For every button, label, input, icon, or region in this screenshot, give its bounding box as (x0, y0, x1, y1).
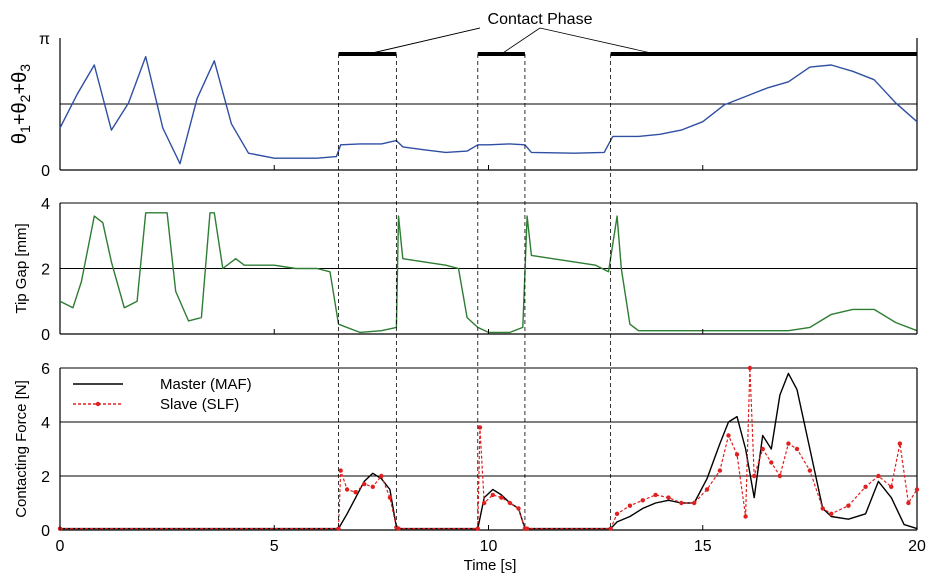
x-tick-label: 15 (694, 538, 712, 555)
data-point (338, 468, 343, 473)
data-point (370, 484, 376, 489)
y-tick-label: 2 (41, 262, 50, 279)
data-point (906, 500, 911, 506)
data-point (889, 484, 894, 489)
data-point (666, 495, 671, 500)
contact-phase-guides (338, 54, 612, 530)
leader-line (501, 27, 541, 55)
data-point (640, 498, 645, 503)
data-point (482, 500, 487, 506)
x-tick-label: 5 (270, 538, 279, 555)
data-point (777, 473, 783, 479)
data-point (679, 500, 684, 506)
data-point (475, 526, 480, 531)
data-point (490, 492, 495, 498)
data-point (829, 511, 834, 516)
data-point (751, 473, 757, 479)
data-point (477, 425, 483, 430)
y-tick-label: 2 (41, 469, 50, 486)
data-point (362, 481, 367, 487)
y-tick-label: 6 (41, 361, 50, 378)
data-point (914, 487, 920, 492)
leader-line (539, 27, 656, 55)
y-axis-label: Tip Gap [mm] (13, 223, 30, 313)
data-point (524, 526, 530, 531)
data-point (734, 452, 740, 457)
legend-entry: Slave (SLF) (160, 396, 239, 413)
leader-line (368, 27, 481, 55)
data-point (344, 487, 350, 492)
y-axis-label: θ1+θ2+θ3 (9, 64, 33, 144)
data-point (863, 484, 868, 489)
legend-marker (95, 401, 101, 407)
data-point (846, 503, 851, 508)
y-tick-label: π (39, 31, 50, 48)
x-axis-label: Time [s] (464, 557, 517, 574)
data-point (499, 495, 504, 500)
data-point (353, 490, 358, 495)
data-point (653, 492, 658, 498)
y-tick-label: 4 (41, 415, 50, 432)
data-point (691, 500, 697, 506)
data-point (726, 433, 731, 438)
data-point (704, 487, 710, 492)
data-point (747, 365, 753, 371)
data-point (717, 468, 723, 473)
data-point (387, 495, 393, 500)
data-point (876, 473, 881, 479)
data-point (820, 506, 825, 511)
data-point (507, 500, 513, 506)
y-tick-label: 0 (41, 163, 50, 180)
data-point (614, 511, 620, 516)
data-point (743, 514, 748, 519)
data-point (794, 446, 800, 452)
chart-panels: 0 π θ1+θ2+θ3 0 2 4 Tip Gap [mm] 0 2 4 6 Contacting … (9, 31, 920, 540)
data-point (897, 441, 903, 446)
y-tick-label: 0 (41, 327, 50, 344)
contact-phase-label: Contact Phase (488, 11, 593, 28)
y-tick-label: 0 (41, 523, 50, 540)
x-axis: 0 5 10 15 20 (56, 165, 926, 555)
panel-force: 0 2 4 6 Contacting Force [N] (13, 361, 920, 540)
data-point (516, 506, 521, 511)
data-point (627, 503, 633, 508)
data-point (608, 526, 613, 531)
y-tick-label: 4 (41, 196, 50, 213)
data-point (760, 446, 765, 452)
panel-gap: 0 2 4 Tip Gap [mm] (13, 196, 918, 344)
data-point (336, 526, 341, 531)
series-line-theta-1 (59, 55, 918, 165)
data-point (396, 526, 401, 531)
contact-phase-annotation (338, 27, 917, 56)
legend-entry: Master (MAF) (160, 376, 252, 393)
data-point (807, 468, 813, 473)
data-point (769, 460, 774, 465)
series-line-gap-1 (59, 212, 918, 334)
series-line-force-2 (60, 367, 918, 530)
x-tick-label: 10 (480, 538, 498, 555)
y-axis-label: Contacting Force [N] (13, 380, 30, 518)
data-point (786, 441, 791, 446)
x-tick-label: 0 (56, 538, 65, 555)
series-line-force-1 (60, 372, 918, 530)
legend: Master (MAF) Slave (SLF) (73, 376, 252, 413)
data-point (379, 473, 384, 479)
x-tick-label: 20 (908, 538, 926, 555)
